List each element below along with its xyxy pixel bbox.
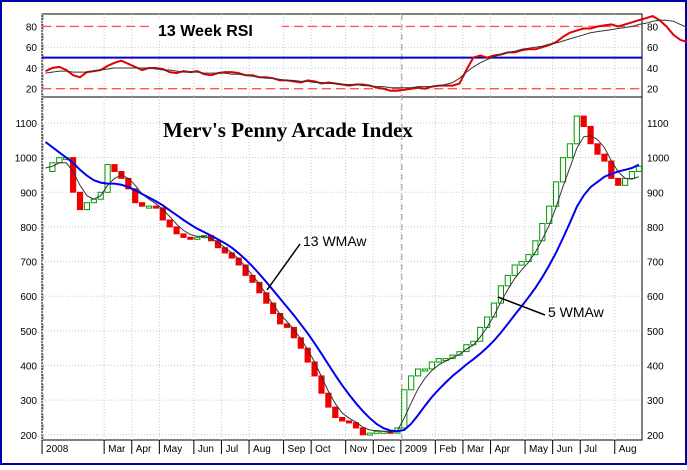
price-ytick-left-7: 900 [20,188,37,199]
rsi-ytick-left-1: 40 [26,64,38,75]
price-bar-2 [57,158,62,163]
price-bar-43 [340,418,345,422]
rsi-ytick-right-0: 20 [647,85,659,96]
price-ytick-left-1: 300 [20,396,37,407]
x-tick-label-11: 2009 [405,444,428,455]
price-bar-86 [636,166,641,171]
price-bar-18 [167,220,172,227]
price-bar-15 [146,206,151,208]
price-ytick-left-9: 1100 [15,119,37,130]
price-bar-55 [422,369,427,371]
price-bar-83 [616,178,621,185]
price-bar-22 [195,237,200,239]
x-tick-label-15: May [529,444,548,455]
price-bar-46 [360,428,365,435]
x-tick-label-9: Nov [350,444,368,455]
price-ytick-right-2: 400 [647,362,664,373]
price-bar-20 [181,234,186,238]
price-bar-75 [560,158,565,182]
price-ytick-right-9: 1100 [647,119,669,130]
price-bar-44 [347,421,352,423]
x-tick-label-6: Aug [253,444,271,455]
x-tick-label-2: Apr [136,444,152,455]
wma13-label: 13 WMAw [303,233,367,249]
price-bar-78 [581,116,586,126]
price-bar-40 [319,376,324,393]
x-tick-label-7: Sep [288,444,306,455]
rsi-ytick-left-0: 20 [26,85,38,96]
x-tick-label-0: 2008 [46,444,69,455]
price-bar-79 [588,126,593,143]
price-bar-76 [567,144,572,158]
price-ytick-right-7: 900 [647,188,664,199]
x-tick-label-12: Feb [439,444,457,455]
x-tick-label-18: Aug [619,444,637,455]
rsi-title: 13 Week RSI [158,23,253,40]
price-bar-67 [505,275,510,285]
price-bar-81 [602,154,607,161]
price-ytick-right-6: 800 [647,223,664,234]
rsi-ytick-left-3: 80 [26,22,38,33]
price-bar-53 [409,376,414,390]
price-ytick-left-8: 1000 [15,154,38,165]
price-bar-84 [623,178,628,185]
price-bar-16 [153,206,158,208]
price-bar-6 [84,203,89,210]
wma5-label: 5 WMAw [548,304,605,320]
price-ytick-left-6: 800 [20,223,37,234]
price-bar-5 [77,192,82,209]
price-chart-title: Merv's Penny Arcade Index [163,118,413,142]
price-ytick-right-8: 1000 [647,154,670,165]
price-bar-57 [436,359,441,363]
price-bar-19 [174,227,179,234]
x-tick-label-10: Dec [377,444,395,455]
rsi-ytick-left-2: 60 [26,43,38,54]
price-bar-54 [416,369,421,376]
price-bar-14 [140,203,145,207]
x-tick-label-16: Jun [557,444,573,455]
price-ytick-left-2: 400 [20,362,37,373]
x-tick-label-14: Apr [495,444,511,455]
price-ytick-right-0: 200 [647,431,664,442]
price-bar-30 [250,275,255,282]
price-bar-56 [429,362,434,369]
price-bar-66 [498,286,503,303]
price-bar-68 [512,265,517,275]
price-bar-85 [629,172,634,179]
price-bar-34 [278,314,283,324]
price-bar-69 [519,262,524,266]
price-ytick-right-4: 600 [647,292,664,303]
price-bar-27 [229,253,234,258]
price-bar-21 [188,237,193,239]
price-bar-72 [540,224,545,241]
x-tick-label-8: Oct [315,444,331,455]
x-tick-label-3: May [163,444,182,455]
x-tick-label-13: Mar [467,444,485,455]
price-bar-64 [485,317,490,327]
price-ytick-left-0: 200 [20,431,37,442]
rsi-ytick-right-3: 80 [647,22,659,33]
price-bar-10 [112,165,117,172]
x-tick-label-1: Mar [108,444,126,455]
price-ytick-right-5: 700 [647,258,664,269]
price-bar-47 [367,433,372,435]
price-bar-42 [333,407,338,417]
x-tick-label-5: Jul [225,444,238,455]
price-ytick-left-5: 700 [20,258,37,269]
price-bar-39 [312,362,317,376]
price-bar-77 [574,116,579,144]
price-ytick-left-4: 600 [20,292,37,303]
rsi-ytick-right-2: 60 [647,43,659,54]
price-ytick-left-3: 500 [20,327,37,338]
price-bar-80 [595,144,600,154]
rsi-ytick-right-1: 40 [647,64,659,75]
price-bar-48 [374,431,379,433]
price-ytick-right-3: 500 [647,327,664,338]
x-tick-label-17: Jul [584,444,597,455]
price-ytick-right-1: 300 [647,396,664,407]
x-tick-label-4: Jun [198,444,214,455]
